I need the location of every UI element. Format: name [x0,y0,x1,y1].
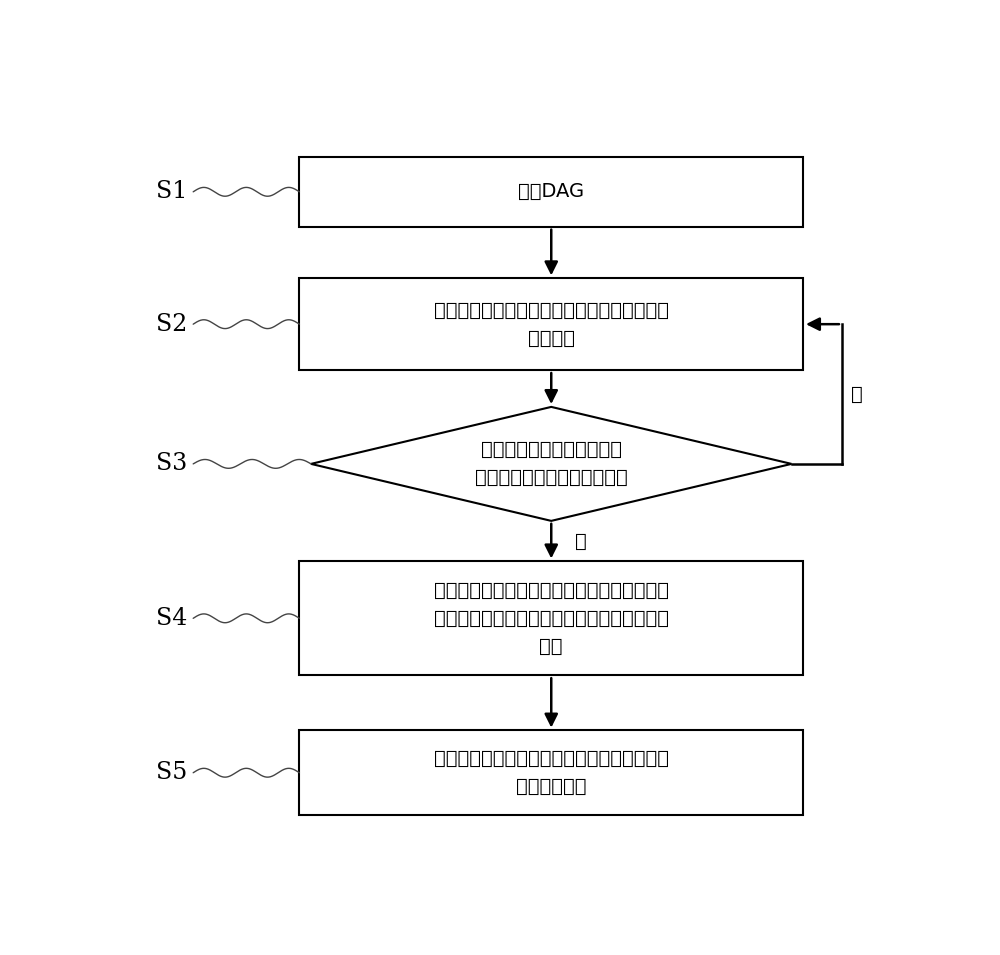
FancyBboxPatch shape [299,278,803,371]
Text: S5: S5 [156,761,187,784]
FancyBboxPatch shape [299,157,803,226]
Text: S3: S3 [156,453,187,476]
Text: S2: S2 [156,312,187,335]
Text: 构建DAG: 构建DAG [518,182,584,202]
Polygon shape [311,407,792,520]
Text: S4: S4 [156,606,187,629]
Text: 是: 是 [851,385,863,404]
Text: 将目标随机数作为区块随机数、目标値作为区
块散列値写入当前区块，并将当前区块广播至
网络: 将目标随机数作为区块随机数、目标値作为区 块散列値写入当前区块，并将当前区块广播… [434,581,669,656]
Text: 否: 否 [574,532,586,551]
Text: S1: S1 [156,180,187,203]
FancyBboxPatch shape [299,731,803,815]
FancyBboxPatch shape [299,562,803,675]
Text: 以多个混算器并行进行地址运算以获得多个目
标随机数: 以多个混算器并行进行地址运算以获得多个目 标随机数 [434,301,669,348]
Text: 以目标随机数获得目标値，
判断目标値是否大于难度阈値: 以目标随机数获得目标値， 判断目标値是否大于难度阈値 [475,440,628,487]
Text: 验证者验证当前的区块合法后，将当前区块写
入区块链网络: 验证者验证当前的区块合法后，将当前区块写 入区块链网络 [434,750,669,796]
